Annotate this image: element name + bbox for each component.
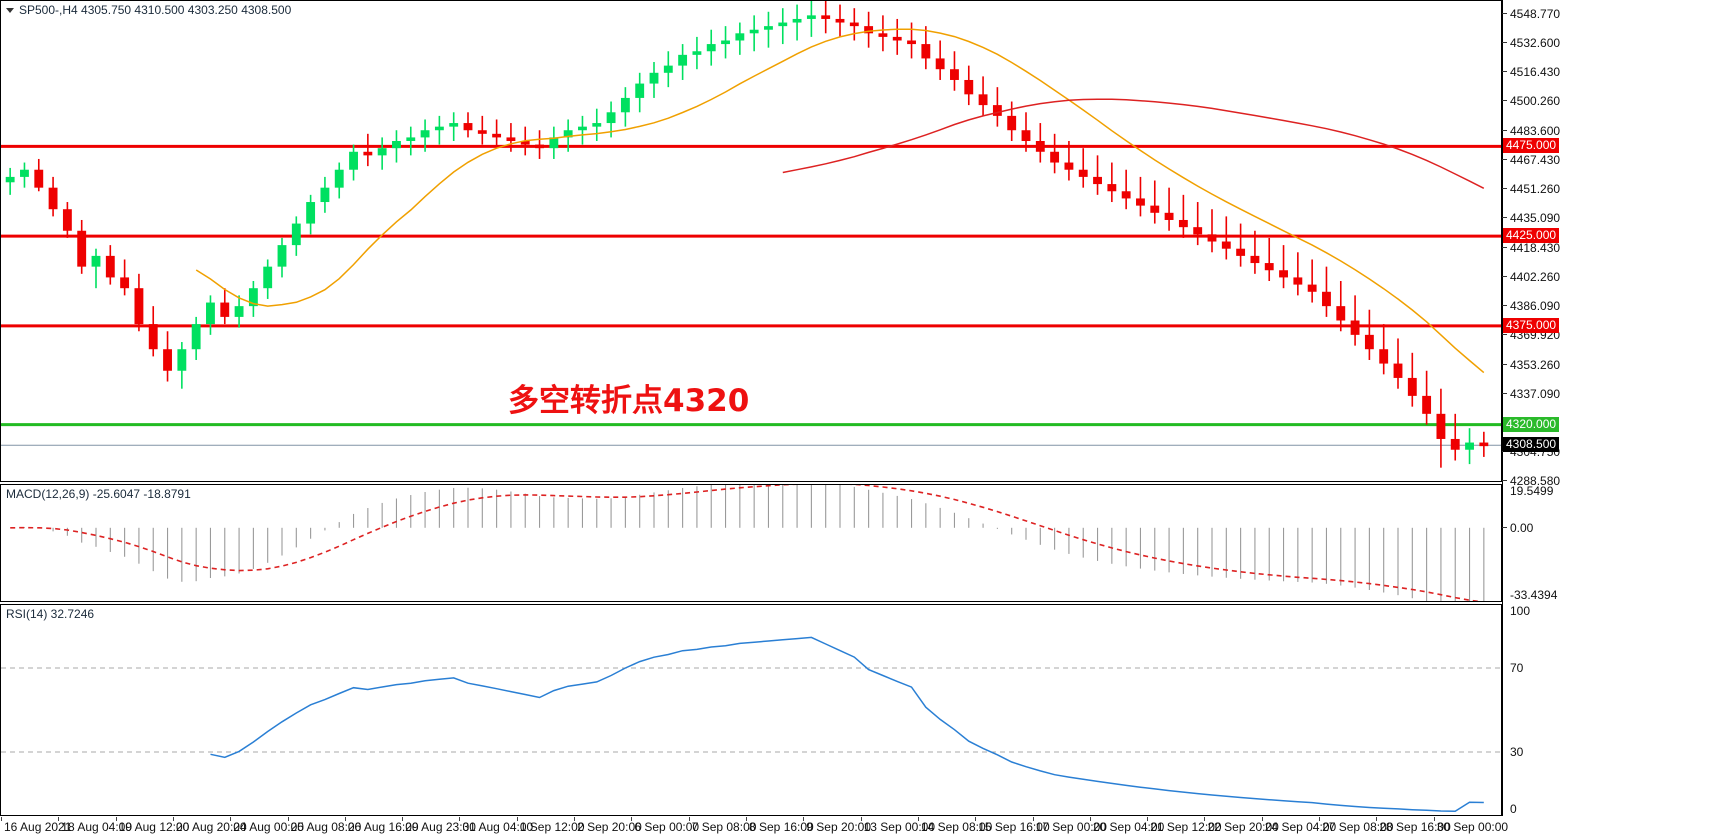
time-axis-mark (917, 817, 919, 821)
time-axis-label: 14 Sep 08:00 (920, 820, 993, 834)
rsi-indicator-label: RSI(14) 32.7246 (6, 607, 95, 621)
price-axis-tick: 4516.430 (1502, 65, 1560, 78)
price-axis-tick: 4500.260 (1502, 94, 1560, 107)
price-axis-tick: 4532.600 (1502, 36, 1560, 49)
time-axis-mark (1032, 817, 1034, 821)
time-axis-label: 18 Aug 04:00 (61, 820, 133, 834)
time-axis-label: 17 Sep 00:00 (1035, 820, 1107, 834)
chart-annotation-text: 多空转折点4320 (508, 383, 750, 419)
macd-axis-tick: 0.00 (1502, 521, 1533, 534)
time-axis-label: 24 Sep 04:00 (1264, 820, 1337, 834)
time-axis-mark (631, 817, 633, 821)
price-axis-tick: 4548.770 (1502, 7, 1560, 20)
price-axis-tick: 4337.090 (1502, 387, 1560, 400)
price-level-tag[interactable]: 4475.000 (1503, 138, 1560, 154)
time-axis-mark (1, 817, 2, 821)
time-axis-label: 2 Sep 20:00 (577, 820, 642, 834)
time-axis-label: 22 Sep 20:00 (1207, 820, 1279, 834)
macd-indicator-label: MACD(12,26,9) -25.6047 -18.8791 (6, 487, 191, 501)
price-axis-tick: 4451.260 (1502, 182, 1560, 195)
macd-chart-svg (10, 485, 1485, 601)
time-axis-mark (287, 817, 289, 821)
price-axis-tick: 4353.260 (1502, 358, 1560, 371)
time-axis-mark (1147, 817, 1149, 821)
time-axis-mark (1319, 817, 1321, 821)
price-axis-tick: 4386.090 (1502, 299, 1560, 312)
macd-axis-tick: 19.5499 (1510, 483, 1554, 498)
axis-divider (1502, 0, 1503, 816)
time-axis-label: 31 Aug 04:00 (462, 820, 534, 834)
time-axis-label: 25 Aug 08:00 (290, 820, 362, 834)
macd-pane[interactable] (0, 484, 1502, 602)
time-axis-label: 20 Aug 20:00 (175, 820, 247, 834)
price-level-tag[interactable]: 4320.000 (1503, 416, 1560, 432)
time-axis-label: 16 Aug 2021 (4, 820, 72, 834)
time-axis-mark (1433, 817, 1435, 821)
time-axis-mark (803, 817, 805, 821)
price-axis[interactable]: 4548.770 4532.600 4516.430 4500.260 4483.600… (1502, 0, 1732, 487)
time-axis-label: 26 Aug 16:00 (347, 820, 419, 834)
time-axis-mark (975, 817, 977, 821)
time-axis-mark (344, 817, 346, 821)
price-axis-tick: 4402.260 (1502, 270, 1560, 283)
price-axis-tick: 4483.600 (1502, 124, 1560, 137)
symbol-header-text: SP500-,H4 4305.750 4310.500 4303.250 430… (19, 3, 292, 17)
time-axis-label: 30 Sep 00:00 (1436, 820, 1509, 834)
time-axis-mark (516, 817, 518, 821)
time-axis-mark (1261, 817, 1263, 821)
time-axis-mark (459, 817, 461, 821)
price-axis-tick: 4435.090 (1502, 211, 1560, 224)
rsi-chart-svg (1, 636, 1501, 812)
time-axis-label: 27 Sep 08:00 (1322, 820, 1394, 834)
time-axis-label: 13 Sep 00:00 (863, 820, 936, 834)
rsi-axis[interactable]: 100 70 30 0 (1502, 604, 1732, 816)
price-axis-tick: 4418.430 (1502, 241, 1560, 254)
time-axis-label: 19 Aug 12:00 (118, 820, 190, 834)
time-axis-label: 1 Sep 12:00 (519, 820, 585, 834)
time-axis-mark (1204, 817, 1206, 821)
price-chart-svg (1, 1, 1501, 468)
time-axis[interactable]: 16 Aug 2021 18 Aug 04:00 19 Aug 12:00 20 Au… (0, 817, 1732, 838)
time-axis-label: 9 Sep 20:00 (806, 820, 872, 834)
price-level-tag[interactable]: 4375.000 (1503, 317, 1560, 333)
time-axis-mark (1089, 817, 1091, 821)
symbol-header: SP500-,H4 4305.750 4310.500 4303.250 430… (6, 3, 291, 17)
time-axis-label: 20 Sep 04:00 (1092, 820, 1165, 834)
time-axis-label: 24 Aug 00:00 (233, 820, 304, 834)
time-axis-mark (746, 817, 747, 821)
rsi-axis-tick: 0 (1510, 801, 1517, 816)
time-axis-label: 28 Sep 16:00 (1379, 820, 1451, 834)
rsi-axis-tick: 30 (1510, 744, 1524, 759)
time-axis-label: 8 Sep 16:00 (749, 820, 814, 834)
price-axis-tick: 4288.580 (1502, 474, 1560, 487)
time-axis-mark (688, 817, 690, 821)
time-axis-label: 21 Sep 12:00 (1150, 820, 1222, 834)
rsi-pane[interactable] (0, 604, 1502, 816)
price-level-tag[interactable]: 4425.000 (1503, 228, 1560, 244)
time-axis-mark (860, 817, 862, 821)
price-axis-tick: 4467.430 (1502, 153, 1560, 166)
time-axis-mark (172, 817, 174, 821)
time-axis-label: 7 Sep 08:00 (691, 820, 757, 834)
time-axis-label: 6 Sep 00:00 (634, 820, 700, 834)
time-axis-mark (230, 817, 232, 821)
chevron-down-icon[interactable] (6, 8, 14, 14)
rsi-axis-tick: 70 (1510, 660, 1524, 675)
time-axis-mark (115, 817, 117, 821)
time-axis-mark (58, 817, 60, 821)
macd-axis[interactable]: 19.5499 0.00 -33.4394 (1502, 484, 1732, 602)
price-pane[interactable] (0, 0, 1502, 482)
price-level-tag[interactable]: 4308.500 (1503, 437, 1560, 453)
time-axis-label: 15 Sep 16:00 (978, 820, 1050, 834)
rsi-axis-tick: 100 (1510, 603, 1531, 618)
time-axis-mark (402, 817, 404, 821)
time-axis-label: 29 Aug 23:00 (405, 820, 476, 834)
time-axis-mark (1376, 817, 1378, 821)
time-axis-mark (574, 817, 576, 821)
macd-axis-tick: -33.4394 (1510, 587, 1558, 602)
